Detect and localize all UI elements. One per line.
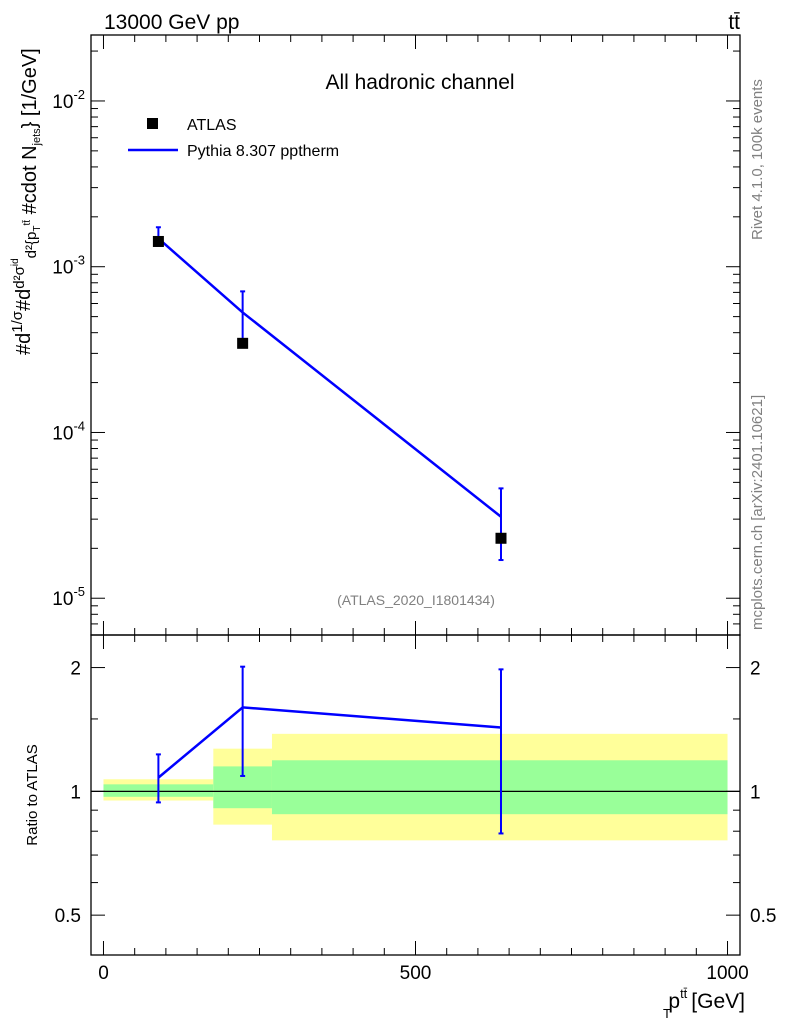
xtick-label: 500 (400, 963, 432, 984)
x-axis-label: ptt̄ [GeV] T (663, 986, 745, 1021)
analysis-id: (ATLAS_2020_I1801434) (337, 592, 495, 608)
x-label-sub: T (663, 1006, 671, 1021)
pythia-line (157, 237, 502, 518)
ratio-ytick-label-right: 2 (750, 659, 761, 680)
y-label-d2: #d (13, 289, 35, 311)
y-label-d1: #d (13, 333, 35, 355)
y-label-units: } [1/GeV] (19, 48, 41, 128)
beam-label: 13000 GeV pp (104, 11, 239, 34)
chart-title: All hadronic channel (325, 71, 514, 94)
ratio-ytick-label-right: 0.5 (750, 906, 776, 927)
y-label-cdot: #cdot N (19, 145, 41, 219)
svg-text:#d1/σ#dd²σidd²{pTtt̄ #cdot Nje: #d1/σ#dd²σidd²{pTtt̄ #cdot Njets} [1/GeV… (9, 48, 43, 355)
legend-label-atlas: ATLAS (187, 117, 237, 134)
rivet-label: Rivet 4.1.0, 100k events (749, 79, 766, 240)
x-label-sup: tt̄ (680, 986, 688, 1001)
legend-label-pythia: Pythia 8.307 pptherm (187, 143, 339, 160)
ratio-y-axis-label: Ratio to ATLAS (24, 744, 41, 845)
ratio-axis-ticks: 0.5 0.5 1 1 2 2 0 500 1000 (55, 635, 776, 984)
ratio-ytick-label: 2 (70, 659, 81, 680)
y-label-frac-sigma: 1/σ (9, 310, 26, 333)
ratio-uncertainty-bands (91, 733, 740, 841)
main-ytick-label: 10-4 (52, 418, 85, 444)
main-y-axis-label: #d1/σ#dd²σidd²{pTtt̄ #cdot Njets} [1/GeV… (9, 48, 43, 355)
y-label-id: id (10, 258, 21, 266)
x-label-units: [GeV] (691, 990, 745, 1013)
legend: ATLAS Pythia 8.307 pptherm (128, 117, 339, 160)
main-ytick-label: 10-5 (52, 584, 85, 610)
mcplots-label: mcplots.cern.ch [arXiv:2401.10621] (749, 395, 766, 630)
atlas-point (237, 337, 249, 349)
y-label-d2sigma: d²σ (11, 265, 28, 288)
ratio-data-series (155, 665, 504, 835)
main-axis-ticks: 10-2 10-3 10-4 10-5 (52, 35, 740, 636)
atlas-point (495, 532, 507, 544)
svg-text:ptt̄[GeV]: ptt̄ [GeV] (668, 986, 745, 1013)
x-label-p: p (668, 990, 680, 1013)
process-label: tt̄ (728, 11, 740, 34)
ratio-ytick-label: 0.5 (55, 906, 81, 927)
xtick-label: 0 (98, 963, 109, 984)
xtick-label: 1000 (706, 963, 748, 984)
main-ytick-label: 10-2 (52, 87, 85, 113)
ratio-ytick-label: 1 (70, 782, 81, 803)
main-ytick-label: 10-3 (52, 253, 85, 279)
ratio-ytick-label-right: 1 (750, 782, 761, 803)
band-green-2 (271, 760, 728, 815)
atlas-point (152, 235, 164, 247)
y-label-denominator: d²{p (23, 232, 40, 259)
main-data-series (152, 226, 507, 562)
legend-marker-atlas (147, 118, 158, 129)
